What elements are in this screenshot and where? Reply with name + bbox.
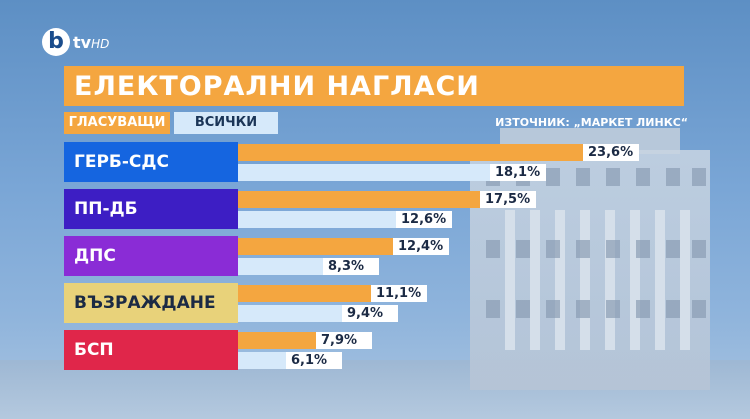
logo-mark: b bbox=[42, 28, 70, 56]
building-window bbox=[486, 300, 500, 318]
title-bar: ЕЛЕКТОРАЛНИ НАГЛАСИ bbox=[64, 66, 684, 106]
building-window bbox=[486, 240, 500, 258]
building-window bbox=[546, 240, 560, 258]
bar-voters bbox=[238, 191, 536, 208]
data-label: 12,4% bbox=[393, 238, 449, 255]
category-label: ДПС bbox=[64, 236, 238, 276]
building-window bbox=[576, 240, 590, 258]
building-window bbox=[692, 168, 706, 186]
logo-suffix: HD bbox=[91, 36, 110, 51]
building-column bbox=[580, 210, 590, 350]
building-window bbox=[606, 168, 620, 186]
building-window bbox=[666, 300, 680, 318]
building-column bbox=[605, 210, 615, 350]
data-label: 9,4% bbox=[342, 305, 398, 322]
data-label: 12,6% bbox=[396, 211, 452, 228]
building-window bbox=[692, 240, 706, 258]
data-label: 8,3% bbox=[323, 258, 379, 275]
legend-voters: ГЛАСУВАЩИ bbox=[64, 112, 170, 134]
building-column bbox=[655, 210, 665, 350]
category-label: ВЪЗРАЖДАНЕ bbox=[64, 283, 238, 323]
building-column bbox=[680, 210, 690, 350]
building-window bbox=[692, 300, 706, 318]
building-column bbox=[505, 210, 515, 350]
data-label: 7,9% bbox=[316, 332, 372, 349]
data-label: 6,1% bbox=[286, 352, 342, 369]
category-label: БСП bbox=[64, 330, 238, 370]
building-window bbox=[636, 300, 650, 318]
chart-title: ЕЛЕКТОРАЛНИ НАГЛАСИ bbox=[74, 70, 480, 102]
building-column bbox=[530, 210, 540, 350]
building-window bbox=[666, 240, 680, 258]
building-window bbox=[516, 240, 530, 258]
building-column bbox=[630, 210, 640, 350]
building-window bbox=[516, 300, 530, 318]
logo-wordmark: tvHD bbox=[73, 33, 109, 52]
building-window bbox=[666, 168, 680, 186]
bar-voters bbox=[238, 144, 639, 161]
logo-text: tv bbox=[73, 32, 92, 52]
building-column bbox=[555, 210, 565, 350]
data-label: 11,1% bbox=[371, 285, 427, 302]
data-label: 18,1% bbox=[490, 164, 546, 181]
source-label: ИЗТОЧНИК: „МАРКЕТ ЛИНКС“ bbox=[495, 116, 688, 129]
building-window bbox=[636, 168, 650, 186]
building-window bbox=[636, 240, 650, 258]
data-label: 23,6% bbox=[583, 144, 639, 161]
building-window bbox=[576, 300, 590, 318]
category-label: ГЕРБ-СДС bbox=[64, 142, 238, 182]
category-label: ПП-ДБ bbox=[64, 189, 238, 229]
building-window bbox=[576, 168, 590, 186]
data-label: 17,5% bbox=[480, 191, 536, 208]
building-window bbox=[546, 300, 560, 318]
building-window bbox=[606, 300, 620, 318]
bar-all bbox=[238, 164, 546, 181]
legend-all: ВСИЧКИ bbox=[174, 112, 278, 134]
building-window bbox=[606, 240, 620, 258]
channel-logo: b tvHD bbox=[42, 28, 109, 56]
building-window bbox=[546, 168, 560, 186]
